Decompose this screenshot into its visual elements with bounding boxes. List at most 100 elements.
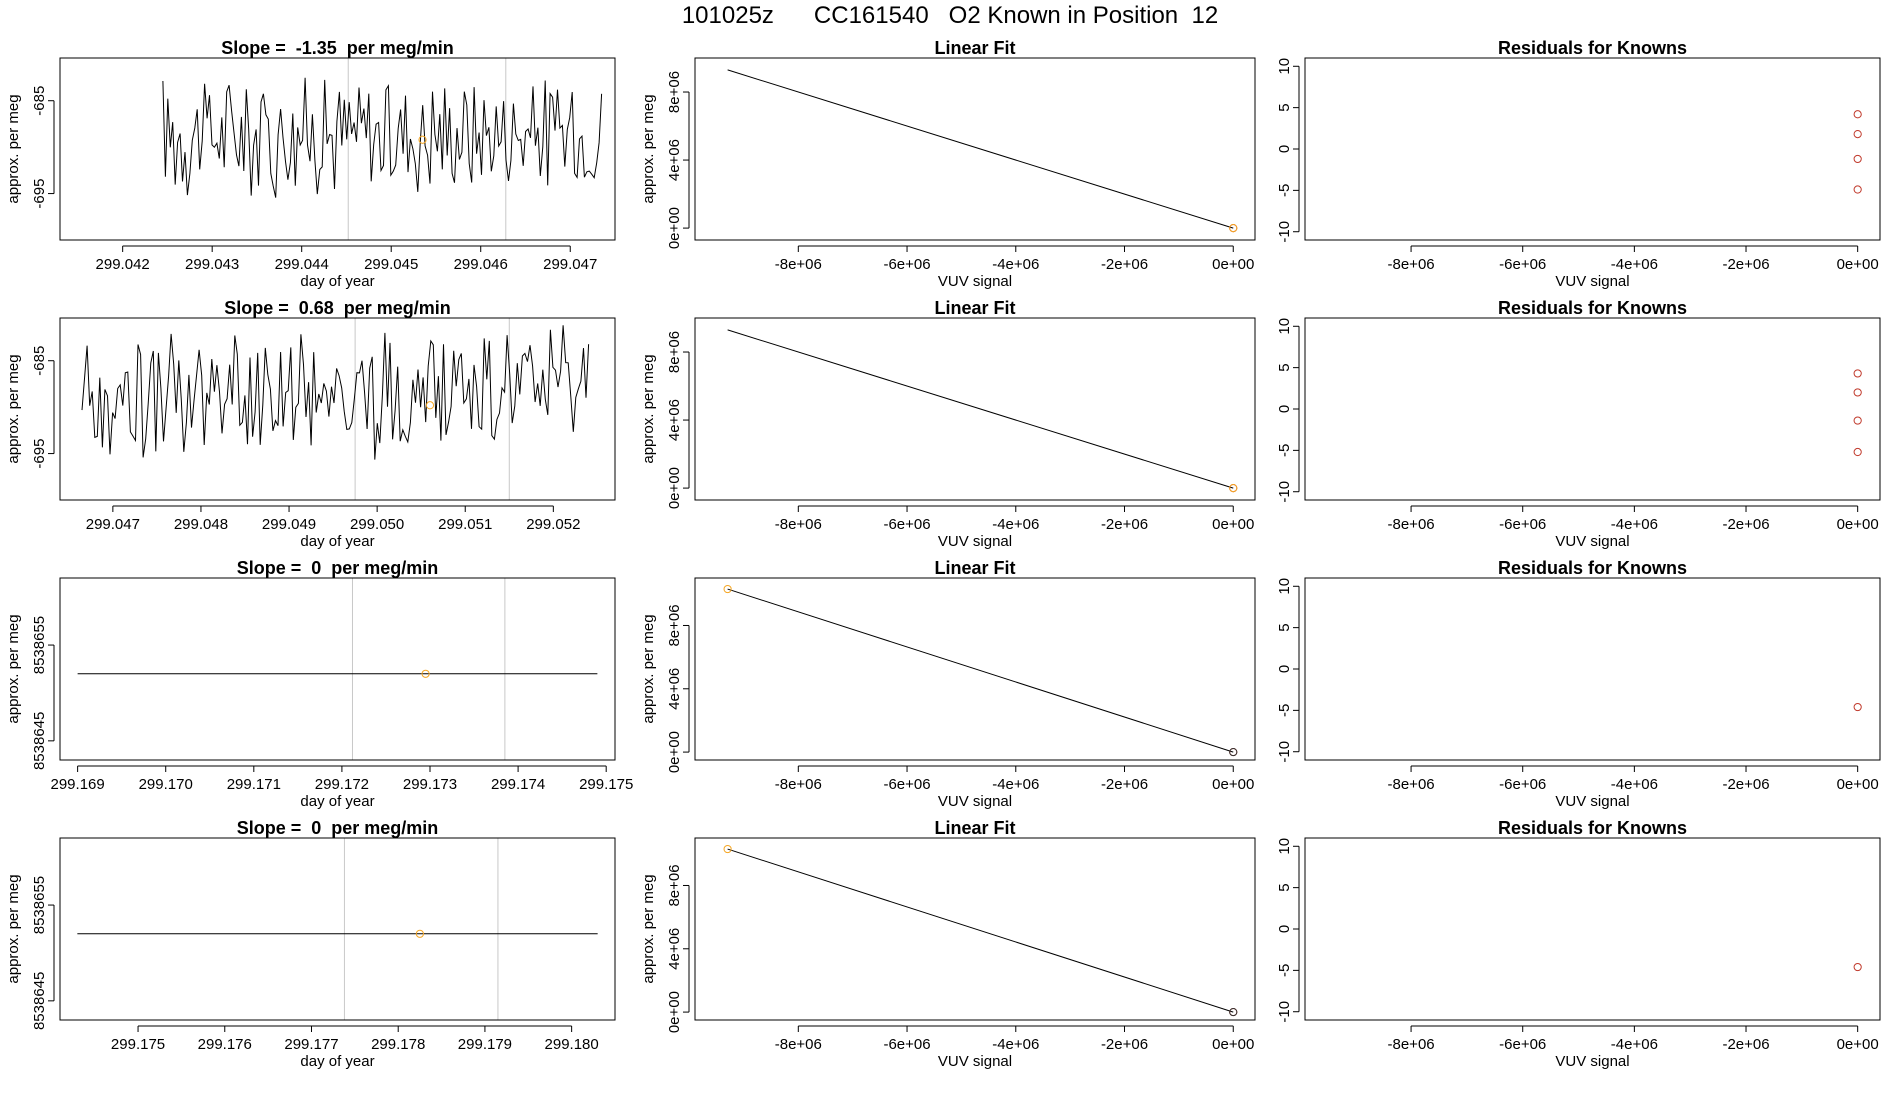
x-tick-label: -6e+06 [1499,1036,1546,1053]
y-tick-label: 0e+00 [666,731,683,773]
y-tick-label: -5 [1276,184,1293,197]
chart-panel-8: -8e+06 -6e+06 -4e+06 -2e+06 0e+00 VUV signal 0… [640,558,1256,810]
data-point [723,584,732,594]
x-axis-label: day of year [300,793,374,810]
x-tick-label: -6e+06 [883,516,930,533]
data-point [1853,185,1862,194]
y-tick-label: -10 [1276,1001,1293,1023]
y-tick-label: 0 [1276,665,1293,673]
data-point [1853,369,1862,378]
y-axis-label: approx. per meg [5,614,22,723]
y-tick-label: -10 [1276,741,1293,763]
y-tick-label: 0 [1276,925,1293,933]
plot-frame [59,57,616,241]
x-tick-label: -4e+06 [992,1036,1039,1053]
page-title: 101025z CC161540 O2 Known in Position 12 [681,2,1219,29]
data-point [1853,416,1862,425]
y-tick-label: 0 [1276,145,1293,153]
chart-title: Residuals for Knowns [1498,558,1687,578]
data-point [1853,130,1862,139]
x-tick-label: 0e+00 [1837,256,1879,273]
plot-frame [1304,57,1881,241]
x-tick-label: -2e+06 [1722,256,1769,273]
y-tick-label: 8538645 [31,972,48,1030]
fit-line [727,588,1234,753]
y-tick-label: 8538655 [31,876,48,934]
x-tick-label: -2e+06 [1101,776,1148,793]
y-tick-label: 8e+06 [666,331,683,373]
x-tick-label: -8e+06 [775,1036,822,1053]
y-axis-label: approx. per meg [5,354,22,463]
y-tick-label: 4e+06 [666,668,683,710]
x-tick-label: 299.169 [51,776,105,793]
x-tick-label: 299.052 [526,516,580,533]
chart-title: Residuals for Knowns [1498,298,1687,318]
y-tick-label: -5 [1276,704,1293,717]
x-tick-label: 299.175 [111,1036,165,1053]
data-point [1853,962,1862,972]
x-axis-label: day of year [300,273,374,290]
plot-frame [59,577,616,761]
data-point [1853,447,1862,457]
plot-area [723,844,1238,1017]
y-tick-label: 5 [1276,103,1293,111]
data-series-line [81,325,590,460]
y-axis-label: approx. per meg [5,94,22,203]
chart-panel-10: 299.175 299.176 299.177 299.178 299.179 299.1… [5,818,616,1070]
y-axis-label: approx. per meg [640,354,657,463]
x-tick-label: -8e+06 [1388,256,1435,273]
chart-title: Linear Fit [934,558,1015,578]
x-tick-label: -4e+06 [1611,256,1658,273]
y-axis-label: approx. per meg [640,94,657,203]
y-tick-label: 8e+06 [666,864,683,906]
x-axis-label: VUV signal [1555,533,1629,550]
y-tick-label: 0e+00 [666,467,683,509]
data-point [1853,388,1862,397]
x-tick-label: -2e+06 [1101,516,1148,533]
y-tick-label: -695 [31,179,48,209]
y-tick-label: 5 [1276,883,1293,891]
plot-frame [1304,837,1881,1021]
data-point [1229,747,1238,757]
x-tick-label: 299.180 [545,1036,599,1053]
data-point [1229,223,1238,233]
plot-area [1853,702,1862,712]
data-point [418,135,427,144]
y-tick-label: 0e+00 [666,207,683,249]
x-axis-label: day of year [300,1053,374,1070]
plot-area [1853,369,1862,457]
x-tick-label: 299.047 [86,516,140,533]
y-axis-label: approx. per meg [640,614,657,723]
x-tick-label: -6e+06 [883,776,930,793]
y-tick-label: 8538645 [31,712,48,770]
x-tick-label: 299.042 [96,256,150,273]
plot-frame [694,577,1256,761]
x-axis-label: VUV signal [938,273,1012,290]
plot-frame [1304,317,1881,501]
x-tick-label: 0e+00 [1212,516,1254,533]
x-tick-label: 299.045 [364,256,418,273]
x-tick-label: 299.174 [491,776,545,793]
x-tick-label: 299.175 [579,776,633,793]
x-axis-label: VUV signal [938,793,1012,810]
x-axis-label: VUV signal [938,1053,1012,1070]
chart-title: Residuals for Knowns [1498,38,1687,58]
x-tick-label: -4e+06 [992,516,1039,533]
chart-panel-4: 299.047 299.048 299.049 299.050 299.051 299.0… [5,298,616,550]
x-tick-label: 299.047 [543,256,597,273]
chart-title: Slope = 0 per meg/min [237,558,439,578]
y-tick-label: -685 [31,86,48,116]
chart-panel-1: 299.042 299.043 299.044 299.045 299.046 299.0… [5,38,616,290]
fit-line [727,848,1234,1013]
chart-title: Linear Fit [934,298,1015,318]
y-tick-label: 8538655 [31,616,48,674]
y-tick-label: 5 [1276,623,1293,631]
x-tick-label: 299.051 [438,516,492,533]
x-tick-label: 299.173 [403,776,457,793]
chart-panel-9: -8e+06 -6e+06 -4e+06 -2e+06 0e+00 VUV signal -… [1276,558,1881,810]
y-axis-label: approx. per meg [640,874,657,983]
y-tick-label: 8e+06 [666,604,683,646]
data-point [723,844,732,854]
x-tick-label: 0e+00 [1837,1036,1879,1053]
